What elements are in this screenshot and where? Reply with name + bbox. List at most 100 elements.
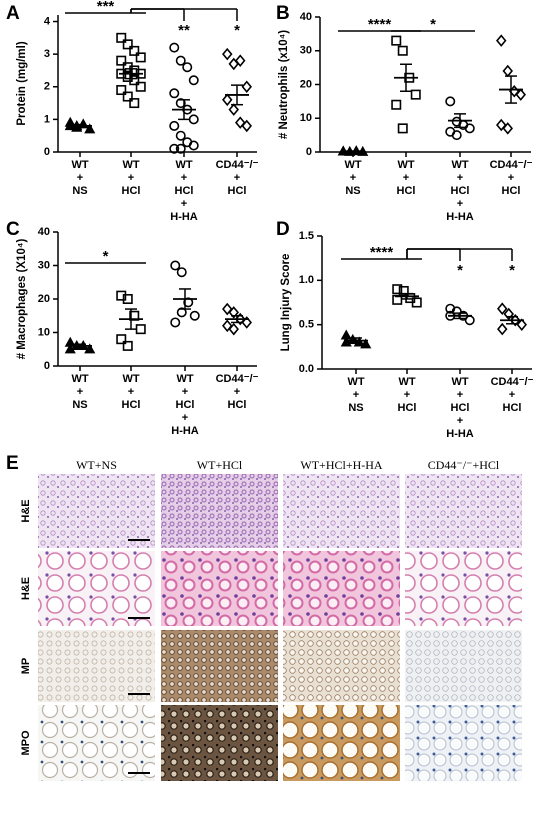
error-bar xyxy=(505,75,517,104)
x-tick-label: HCl xyxy=(503,402,522,414)
data-point xyxy=(122,91,133,102)
data-point xyxy=(516,318,527,331)
data-point xyxy=(398,285,409,296)
significance-label: * xyxy=(234,22,240,39)
data-point xyxy=(392,284,403,295)
error-bar xyxy=(231,315,243,324)
x-tick-label: HCl xyxy=(228,185,247,197)
y-tick-label: 1 xyxy=(44,113,50,125)
significance-label: * xyxy=(509,262,515,279)
error-bar xyxy=(454,113,466,129)
y-tick-label: 0.5 xyxy=(299,319,314,331)
x-tick-label: + xyxy=(457,172,463,184)
data-point xyxy=(222,302,233,316)
data-point xyxy=(116,334,127,345)
panel-label: A xyxy=(6,3,20,24)
histology-image xyxy=(161,705,278,781)
y-tick-label: 2 xyxy=(44,81,50,93)
error-bar xyxy=(179,288,191,310)
y-axis-label: Lung Injury Score xyxy=(280,254,292,352)
x-tick-label: NS xyxy=(345,185,360,197)
y-tick-label: 20 xyxy=(300,78,312,90)
data-point xyxy=(410,89,421,100)
panel-label: B xyxy=(276,3,290,24)
histology-image xyxy=(161,630,278,702)
panel-label: E xyxy=(6,453,19,474)
histology-image xyxy=(38,630,155,702)
data-point xyxy=(397,45,408,56)
data-point xyxy=(228,103,239,116)
x-tick-label: HCl xyxy=(451,185,470,197)
x-tick-label: NS xyxy=(72,185,87,197)
x-tick-label: H-HA xyxy=(171,425,199,437)
data-point xyxy=(175,143,186,154)
y-tick-label: 0 xyxy=(44,360,50,372)
data-point xyxy=(188,114,199,125)
x-tick-label: WT xyxy=(122,373,139,385)
data-point xyxy=(391,99,402,110)
x-tick-label: + xyxy=(77,172,83,184)
panel-label: D xyxy=(276,219,290,240)
x-tick-label: HCl xyxy=(175,185,194,197)
histology-image xyxy=(283,705,400,781)
x-tick-label: HCl xyxy=(122,185,141,197)
panel-label: C xyxy=(6,219,20,240)
data-point xyxy=(176,307,187,318)
error-bar xyxy=(125,308,137,330)
y-axis-label: Protein (mg/ml) xyxy=(16,41,28,126)
error-bar xyxy=(400,63,412,92)
x-tick-label: WT xyxy=(451,159,468,171)
significance-label: * xyxy=(103,248,109,265)
x-tick-label: + xyxy=(77,386,83,398)
data-point xyxy=(496,118,507,132)
data-point xyxy=(222,319,233,333)
data-point xyxy=(445,303,456,314)
x-tick-label: + xyxy=(350,172,356,184)
x-tick-label: WT xyxy=(347,376,364,388)
row-label: MPO xyxy=(20,730,32,756)
data-point xyxy=(397,123,408,134)
histology-image xyxy=(405,705,522,781)
x-tick-label: WT xyxy=(175,159,192,171)
error-bar xyxy=(74,123,86,128)
error-bar xyxy=(401,292,413,300)
data-point xyxy=(189,310,200,321)
y-axis-label: # Neutrophils (x10⁴) xyxy=(278,30,290,139)
data-point xyxy=(411,297,422,308)
data-point xyxy=(175,98,186,109)
row-label: H&E xyxy=(20,499,32,522)
data-point xyxy=(169,143,180,154)
histology-image xyxy=(283,630,400,702)
x-tick-label: NS xyxy=(348,402,363,414)
data-point xyxy=(84,343,96,354)
data-point xyxy=(360,338,372,349)
data-point xyxy=(64,343,76,354)
error-bar xyxy=(350,337,362,345)
y-tick-label: 1.0 xyxy=(299,274,314,286)
histology-image xyxy=(405,474,522,548)
data-point xyxy=(169,88,180,99)
data-point xyxy=(175,130,186,141)
data-point xyxy=(129,45,140,56)
significance-label: *** xyxy=(97,0,115,15)
data-point xyxy=(241,80,252,94)
error-bar xyxy=(178,99,190,121)
x-tick-label: + xyxy=(353,389,359,401)
data-point xyxy=(135,81,146,92)
data-point xyxy=(170,260,181,271)
x-tick-label: HCl xyxy=(176,399,195,411)
data-point xyxy=(169,120,180,131)
data-point xyxy=(122,62,133,73)
x-tick-label: + xyxy=(404,389,410,401)
significance-label: **** xyxy=(370,244,394,261)
data-point xyxy=(445,96,456,107)
x-tick-label: NS xyxy=(72,399,87,411)
data-point xyxy=(496,34,507,47)
x-tick-label: HCl xyxy=(502,185,521,197)
data-point xyxy=(116,290,127,301)
data-point xyxy=(340,336,352,347)
x-tick-label: WT xyxy=(451,376,468,388)
y-axis-label: # Macrophages (X10⁴) xyxy=(16,238,28,359)
y-tick-label: 10 xyxy=(300,112,312,124)
